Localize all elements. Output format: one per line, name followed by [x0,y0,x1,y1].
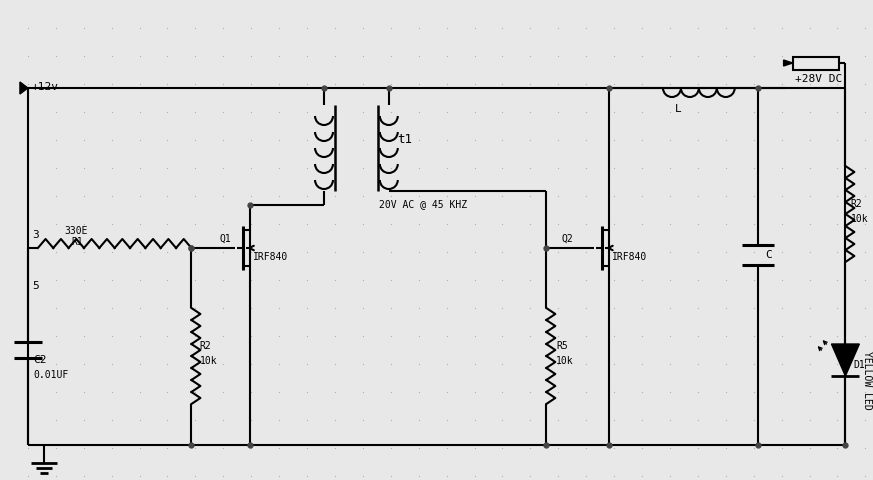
Text: C2: C2 [33,355,46,365]
Polygon shape [784,60,793,66]
Text: +28V DC: +28V DC [794,74,842,84]
Text: IRF840: IRF840 [612,252,648,262]
Text: R5: R5 [556,341,568,351]
Text: R1: R1 [72,237,84,247]
Text: Q1: Q1 [219,234,231,244]
Text: L: L [675,104,682,114]
Text: 0.01UF: 0.01UF [33,370,68,380]
Text: +12v: +12v [32,82,58,92]
Text: 5: 5 [32,281,38,291]
Polygon shape [793,57,840,70]
Text: 10k: 10k [556,356,574,366]
Polygon shape [20,82,28,94]
Text: R2: R2 [199,341,211,351]
Text: C: C [766,250,773,260]
Text: YELLOW LED: YELLOW LED [863,351,872,410]
Text: IRF840: IRF840 [253,252,288,262]
Polygon shape [831,344,859,376]
Text: 10k: 10k [850,214,868,224]
Text: 330E: 330E [65,226,88,236]
Text: 10k: 10k [199,356,217,366]
Text: 20V AC @ 45 KHZ: 20V AC @ 45 KHZ [379,199,467,209]
Text: R2: R2 [850,199,863,209]
Text: 3: 3 [32,230,38,240]
Text: Q2: Q2 [561,234,573,244]
Text: D1: D1 [854,360,865,370]
Text: t1: t1 [397,133,412,146]
